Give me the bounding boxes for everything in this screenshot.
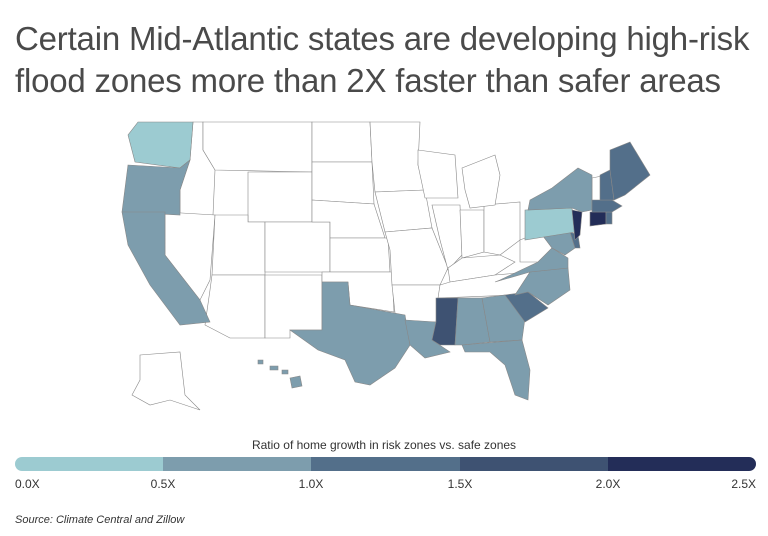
state-missouri [384, 227, 449, 286]
state-north-dakota [311, 121, 373, 163]
state-kansas [329, 237, 391, 273]
state-ohio [483, 201, 521, 256]
state-virginia [494, 247, 569, 283]
state-washington [127, 121, 194, 169]
state-new-mexico [264, 274, 323, 339]
legend-segment-3 [459, 457, 608, 471]
state-maine [609, 141, 651, 201]
state-michigan [461, 154, 501, 209]
legend-segment-0 [15, 457, 164, 471]
state-alabama [454, 297, 491, 346]
state-oregon [121, 159, 191, 216]
state-montana [202, 121, 313, 173]
legend-title: Ratio of home growth in risk zones vs. s… [251, 438, 517, 452]
legend-segment-4 [607, 457, 757, 471]
state-new-york [527, 167, 593, 213]
state-texas [289, 281, 411, 386]
legend-tick-3: 1.5X [447, 477, 473, 491]
legend-segment-2 [311, 457, 460, 471]
page-title: Certain Mid-Atlantic states are developi… [15, 20, 750, 99]
source-note: Source: Climate Central and Zillow [15, 514, 185, 526]
state-connecticut [589, 211, 607, 227]
state-mississippi [431, 297, 459, 346]
state-utah [211, 214, 266, 276]
state-south-dakota [311, 161, 375, 205]
legend-tick-0: 0.0X [15, 477, 40, 491]
legend-tick-4: 2.0X [595, 477, 621, 491]
state-illinois [431, 204, 463, 271]
state-massachusetts [591, 199, 623, 213]
state-arizona [204, 274, 266, 339]
state-wisconsin [417, 149, 459, 199]
legend-tick-1: 0.5X [150, 477, 176, 491]
state-indiana [459, 209, 485, 259]
state-minnesota [369, 121, 426, 193]
state-rhode-island [605, 211, 613, 225]
legend-tick-2: 1.0X [298, 477, 324, 491]
us-choropleth-map [121, 121, 651, 411]
state-hawaii [257, 359, 303, 389]
state-new-jersey [571, 209, 583, 241]
legend-segment-1 [163, 457, 312, 471]
state-wyoming [247, 171, 313, 223]
state-florida [461, 339, 531, 401]
legend-tick-5: 2.5X [731, 477, 756, 491]
state-colorado [264, 221, 331, 273]
state-iowa [374, 189, 433, 233]
state-alaska [131, 351, 201, 411]
state-california [121, 211, 211, 326]
legend-color-scale [15, 457, 757, 471]
